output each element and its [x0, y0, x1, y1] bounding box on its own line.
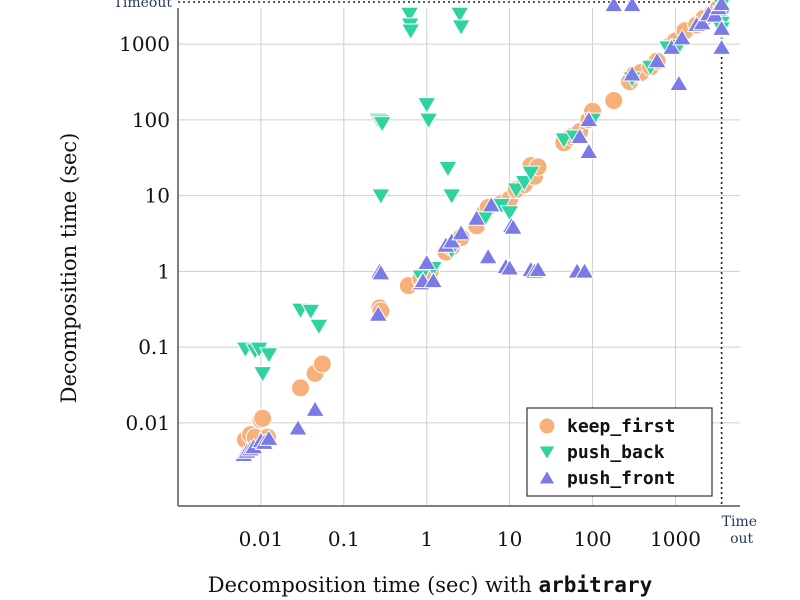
x-tick-label: 100: [573, 527, 611, 551]
push-front-point: [481, 195, 502, 213]
y-axis-title: Decomposition time (sec): [57, 133, 81, 404]
push-front-point: [478, 247, 499, 265]
x-axis-title-code: arbitrary: [538, 573, 652, 597]
push-back-point: [371, 188, 391, 206]
y-tick-label: 100: [132, 108, 170, 132]
push-back-point: [449, 6, 470, 24]
x-tick-label: 1000: [650, 527, 701, 551]
push-front-point: [622, 64, 643, 82]
push-front-point: [711, 0, 732, 12]
y-tick-label: 0.1: [138, 335, 170, 359]
x-tick-label: 0.1: [328, 527, 360, 551]
push-front-point: [622, 0, 643, 13]
legend-box: [526, 407, 713, 497]
push-back-point: [259, 347, 279, 365]
timeout-x-label: Time out: [722, 514, 762, 547]
timeout-x-label-line2: out: [730, 531, 753, 547]
push-back-point: [441, 188, 462, 206]
push-back-point: [300, 303, 321, 321]
push-back-point: [553, 132, 574, 150]
push-front-point: [711, 38, 732, 55]
push-front-point: [669, 74, 689, 92]
push-front-point: [578, 110, 599, 128]
push-back-point: [416, 97, 437, 114]
legend-marker-push-back: [538, 445, 556, 461]
push-back-point: [506, 182, 527, 200]
x-tick-label: 10: [497, 527, 522, 551]
push-back-point: [438, 160, 458, 178]
push-back-point: [451, 19, 472, 37]
push-back-point: [372, 116, 393, 133]
push-back-point: [399, 6, 420, 24]
push-front-point: [466, 208, 487, 226]
push-front-point: [288, 418, 308, 436]
push-front-point: [503, 217, 523, 235]
push-back-point: [499, 205, 520, 222]
legend-marker-keep-first: [538, 417, 556, 435]
push-back-point: [418, 112, 439, 130]
series-push-front: [233, 0, 732, 462]
push-front-point: [574, 261, 595, 279]
tick-labels: 0.01 0.1 1 10 100 1000 0.01 0.1 1 10 100 1000: [119, 32, 701, 551]
x-tick-label: 1: [420, 527, 433, 551]
legend: keep_first push_back push_front: [526, 407, 713, 497]
timeout-y-label: Timeout: [114, 0, 173, 11]
push-front-point: [259, 429, 279, 446]
push-back-point: [520, 165, 541, 183]
y-tick-label: 10: [145, 184, 170, 208]
push-front-point: [499, 258, 520, 276]
push-front-point: [661, 38, 682, 55]
keep-first-point: [312, 354, 332, 374]
data-points: [233, 0, 732, 462]
push-front-point: [371, 263, 391, 281]
x-axis-title-text: Decomposition time (sec) with: [208, 573, 539, 597]
timeout-lines: [178, 1, 723, 506]
push-back-point: [252, 366, 273, 383]
push-front-point: [416, 253, 437, 271]
push-front-point: [647, 51, 667, 69]
push-front-point: [672, 28, 692, 46]
push-back-point: [308, 318, 329, 336]
legend-label-push-front: push_front: [567, 468, 675, 489]
timeout-x-label-line1: Time: [722, 514, 757, 530]
push-front-point: [603, 0, 624, 13]
push-front-point: [528, 260, 548, 278]
push-front-point: [578, 142, 599, 159]
legend-label-keep-first: keep_first: [567, 416, 675, 437]
push-front-point: [711, 19, 732, 36]
keep-first-point: [604, 91, 624, 111]
push-back-point: [400, 23, 421, 41]
push-front-point: [451, 223, 472, 241]
push-front-point: [423, 271, 444, 289]
y-tick-label: 0.01: [125, 411, 170, 435]
legend-label-push-back: push_back: [567, 442, 665, 463]
keep-first-point: [253, 408, 273, 428]
push-front-point: [569, 127, 590, 144]
legend-marker-push-front: [538, 469, 556, 485]
push-front-point: [305, 400, 325, 417]
push-front-point: [368, 304, 389, 322]
keep-first-point: [290, 378, 310, 398]
axes: [177, 8, 740, 507]
push-back-point: [514, 175, 535, 192]
x-tick-label: 0.01: [239, 527, 284, 551]
y-tick-label: 1000: [119, 32, 170, 56]
x-axis-title: Decomposition time (sec) with arbitrary: [208, 573, 653, 597]
y-tick-label: 1: [157, 259, 170, 283]
